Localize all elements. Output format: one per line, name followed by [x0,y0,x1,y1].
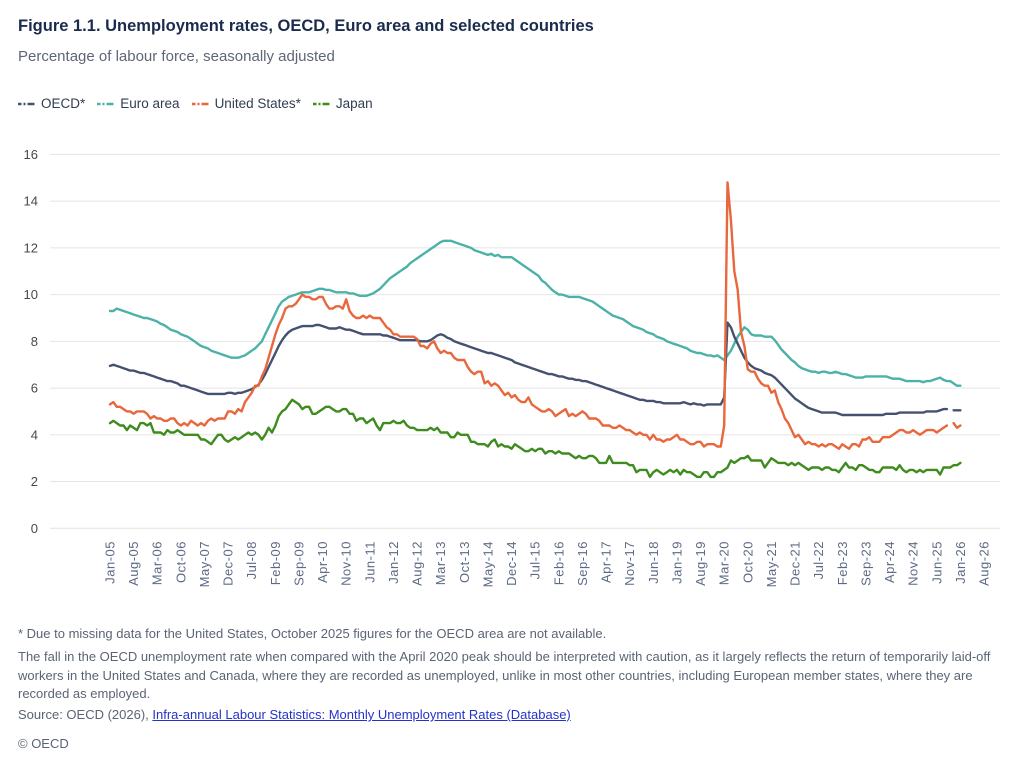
line-chart: 0 2 4 6 8 10 12 14 16 Jan-05 Aug-05 Mar-06 Oct-06 May… [24,147,1000,587]
svg-text:May-07: May-07 [197,541,212,587]
svg-text:4: 4 [31,427,38,442]
source-prefix: Source: OECD (2026), [18,707,153,722]
legend-item-oecd: OECD* [18,96,85,111]
copyright: © OECD [18,736,69,751]
svg-text:Aug-12: Aug-12 [410,541,425,586]
dashed-line-icon [97,102,116,105]
footnote-asterisk: * Due to missing data for the United Sta… [18,626,607,641]
svg-text:Oct-06: Oct-06 [173,541,188,583]
svg-text:Jan-19: Jan-19 [669,541,684,584]
legend-label-united-states: United States* [214,96,301,111]
svg-text:10: 10 [24,287,38,302]
svg-text:Aug-26: Aug-26 [976,541,991,586]
svg-text:Jan-26: Jan-26 [953,541,968,584]
dashed-line-icon [18,102,36,105]
svg-text:Dec-07: Dec-07 [221,541,236,586]
svg-text:0: 0 [31,521,38,536]
legend-label-oecd: OECD* [41,96,86,111]
svg-text:Jul-08: Jul-08 [244,541,259,579]
dashed-line-icon [312,102,331,105]
legend-item-japan: Japan [312,96,373,111]
svg-text:16: 16 [24,147,38,162]
legend-label-euro-area: Euro area [120,96,180,111]
figure-subtitle: Percentage of labour force, seasonally a… [18,48,335,65]
legend-item-united-states: United States* [191,96,301,111]
svg-text:Dec-14: Dec-14 [504,541,519,586]
source-link[interactable]: Infra-annual Labour Statistics: Monthly … [152,707,571,722]
svg-text:Oct-20: Oct-20 [740,541,755,583]
svg-text:Sep-23: Sep-23 [858,541,873,586]
svg-text:Jan-05: Jan-05 [103,541,118,584]
svg-text:2: 2 [31,474,38,489]
figure-title: Figure 1.1. Unemployment rates, OECD, Eu… [18,17,594,35]
svg-text:Feb-23: Feb-23 [835,541,850,585]
svg-text:Jul-15: Jul-15 [528,541,543,579]
svg-text:Nov-24: Nov-24 [906,541,921,586]
svg-text:Feb-09: Feb-09 [268,541,283,585]
svg-text:May-14: May-14 [480,541,495,587]
footnote-caution: The fall in the OECD unemployment rate w… [18,649,991,701]
svg-text:Aug-05: Aug-05 [126,541,141,586]
svg-text:Jan-12: Jan-12 [386,541,401,584]
svg-text:Jun-11: Jun-11 [362,541,377,583]
svg-text:May-21: May-21 [764,541,779,587]
svg-text:Mar-06: Mar-06 [150,541,165,585]
svg-text:Feb-16: Feb-16 [551,541,566,585]
chart-legend: OECD* Euro area United States* Japan [18,96,373,111]
svg-text:6: 6 [31,381,38,396]
svg-text:Jun-18: Jun-18 [646,541,661,584]
svg-text:Apr-10: Apr-10 [315,541,330,583]
source-line: Source: OECD (2026), Infra-annual Labour… [18,707,571,722]
svg-text:Sep-16: Sep-16 [575,541,590,586]
svg-text:Mar-13: Mar-13 [433,541,448,585]
svg-text:Mar-20: Mar-20 [717,541,732,585]
svg-text:Oct-13: Oct-13 [457,541,472,583]
svg-text:Apr-17: Apr-17 [599,541,614,583]
svg-text:14: 14 [24,194,38,209]
svg-text:Apr-24: Apr-24 [882,541,897,583]
svg-text:Aug-19: Aug-19 [693,541,708,586]
svg-text:8: 8 [31,334,38,349]
svg-text:12: 12 [24,240,38,255]
svg-text:Nov-17: Nov-17 [622,541,637,586]
legend-label-japan: Japan [335,96,373,111]
dashed-line-icon [191,102,210,105]
svg-text:Jul-22: Jul-22 [811,541,826,579]
legend-item-euro-area: Euro area [97,96,180,111]
svg-text:Nov-10: Nov-10 [339,541,354,586]
svg-text:Dec-21: Dec-21 [788,541,803,586]
svg-text:Jun-25: Jun-25 [929,541,944,584]
svg-text:Sep-09: Sep-09 [291,541,306,586]
